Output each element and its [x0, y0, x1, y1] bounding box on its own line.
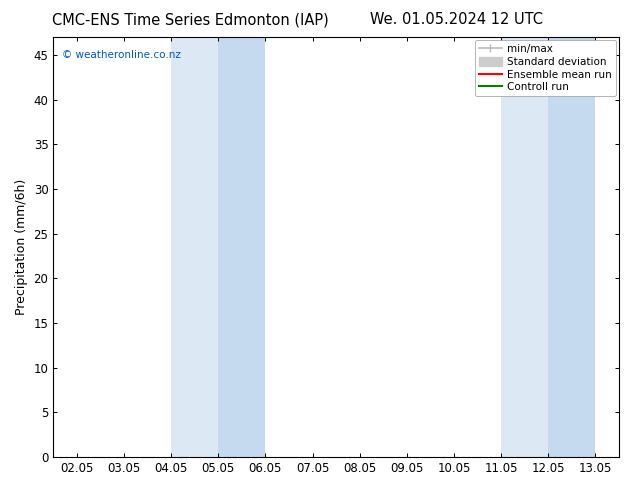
Text: We. 01.05.2024 12 UTC: We. 01.05.2024 12 UTC [370, 12, 543, 27]
Bar [548, 37, 595, 457]
Legend: min/max, Standard deviation, Ensemble mean run, Controll run: min/max, Standard deviation, Ensemble me… [475, 40, 616, 97]
Y-axis label: Precipitation (mm/6h): Precipitation (mm/6h) [15, 179, 28, 315]
Bar [218, 37, 266, 457]
Text: CMC-ENS Time Series Edmonton (IAP): CMC-ENS Time Series Edmonton (IAP) [52, 12, 328, 27]
Bar [171, 37, 266, 457]
Bar [501, 37, 595, 457]
Text: © weatheronline.co.nz: © weatheronline.co.nz [61, 49, 181, 60]
